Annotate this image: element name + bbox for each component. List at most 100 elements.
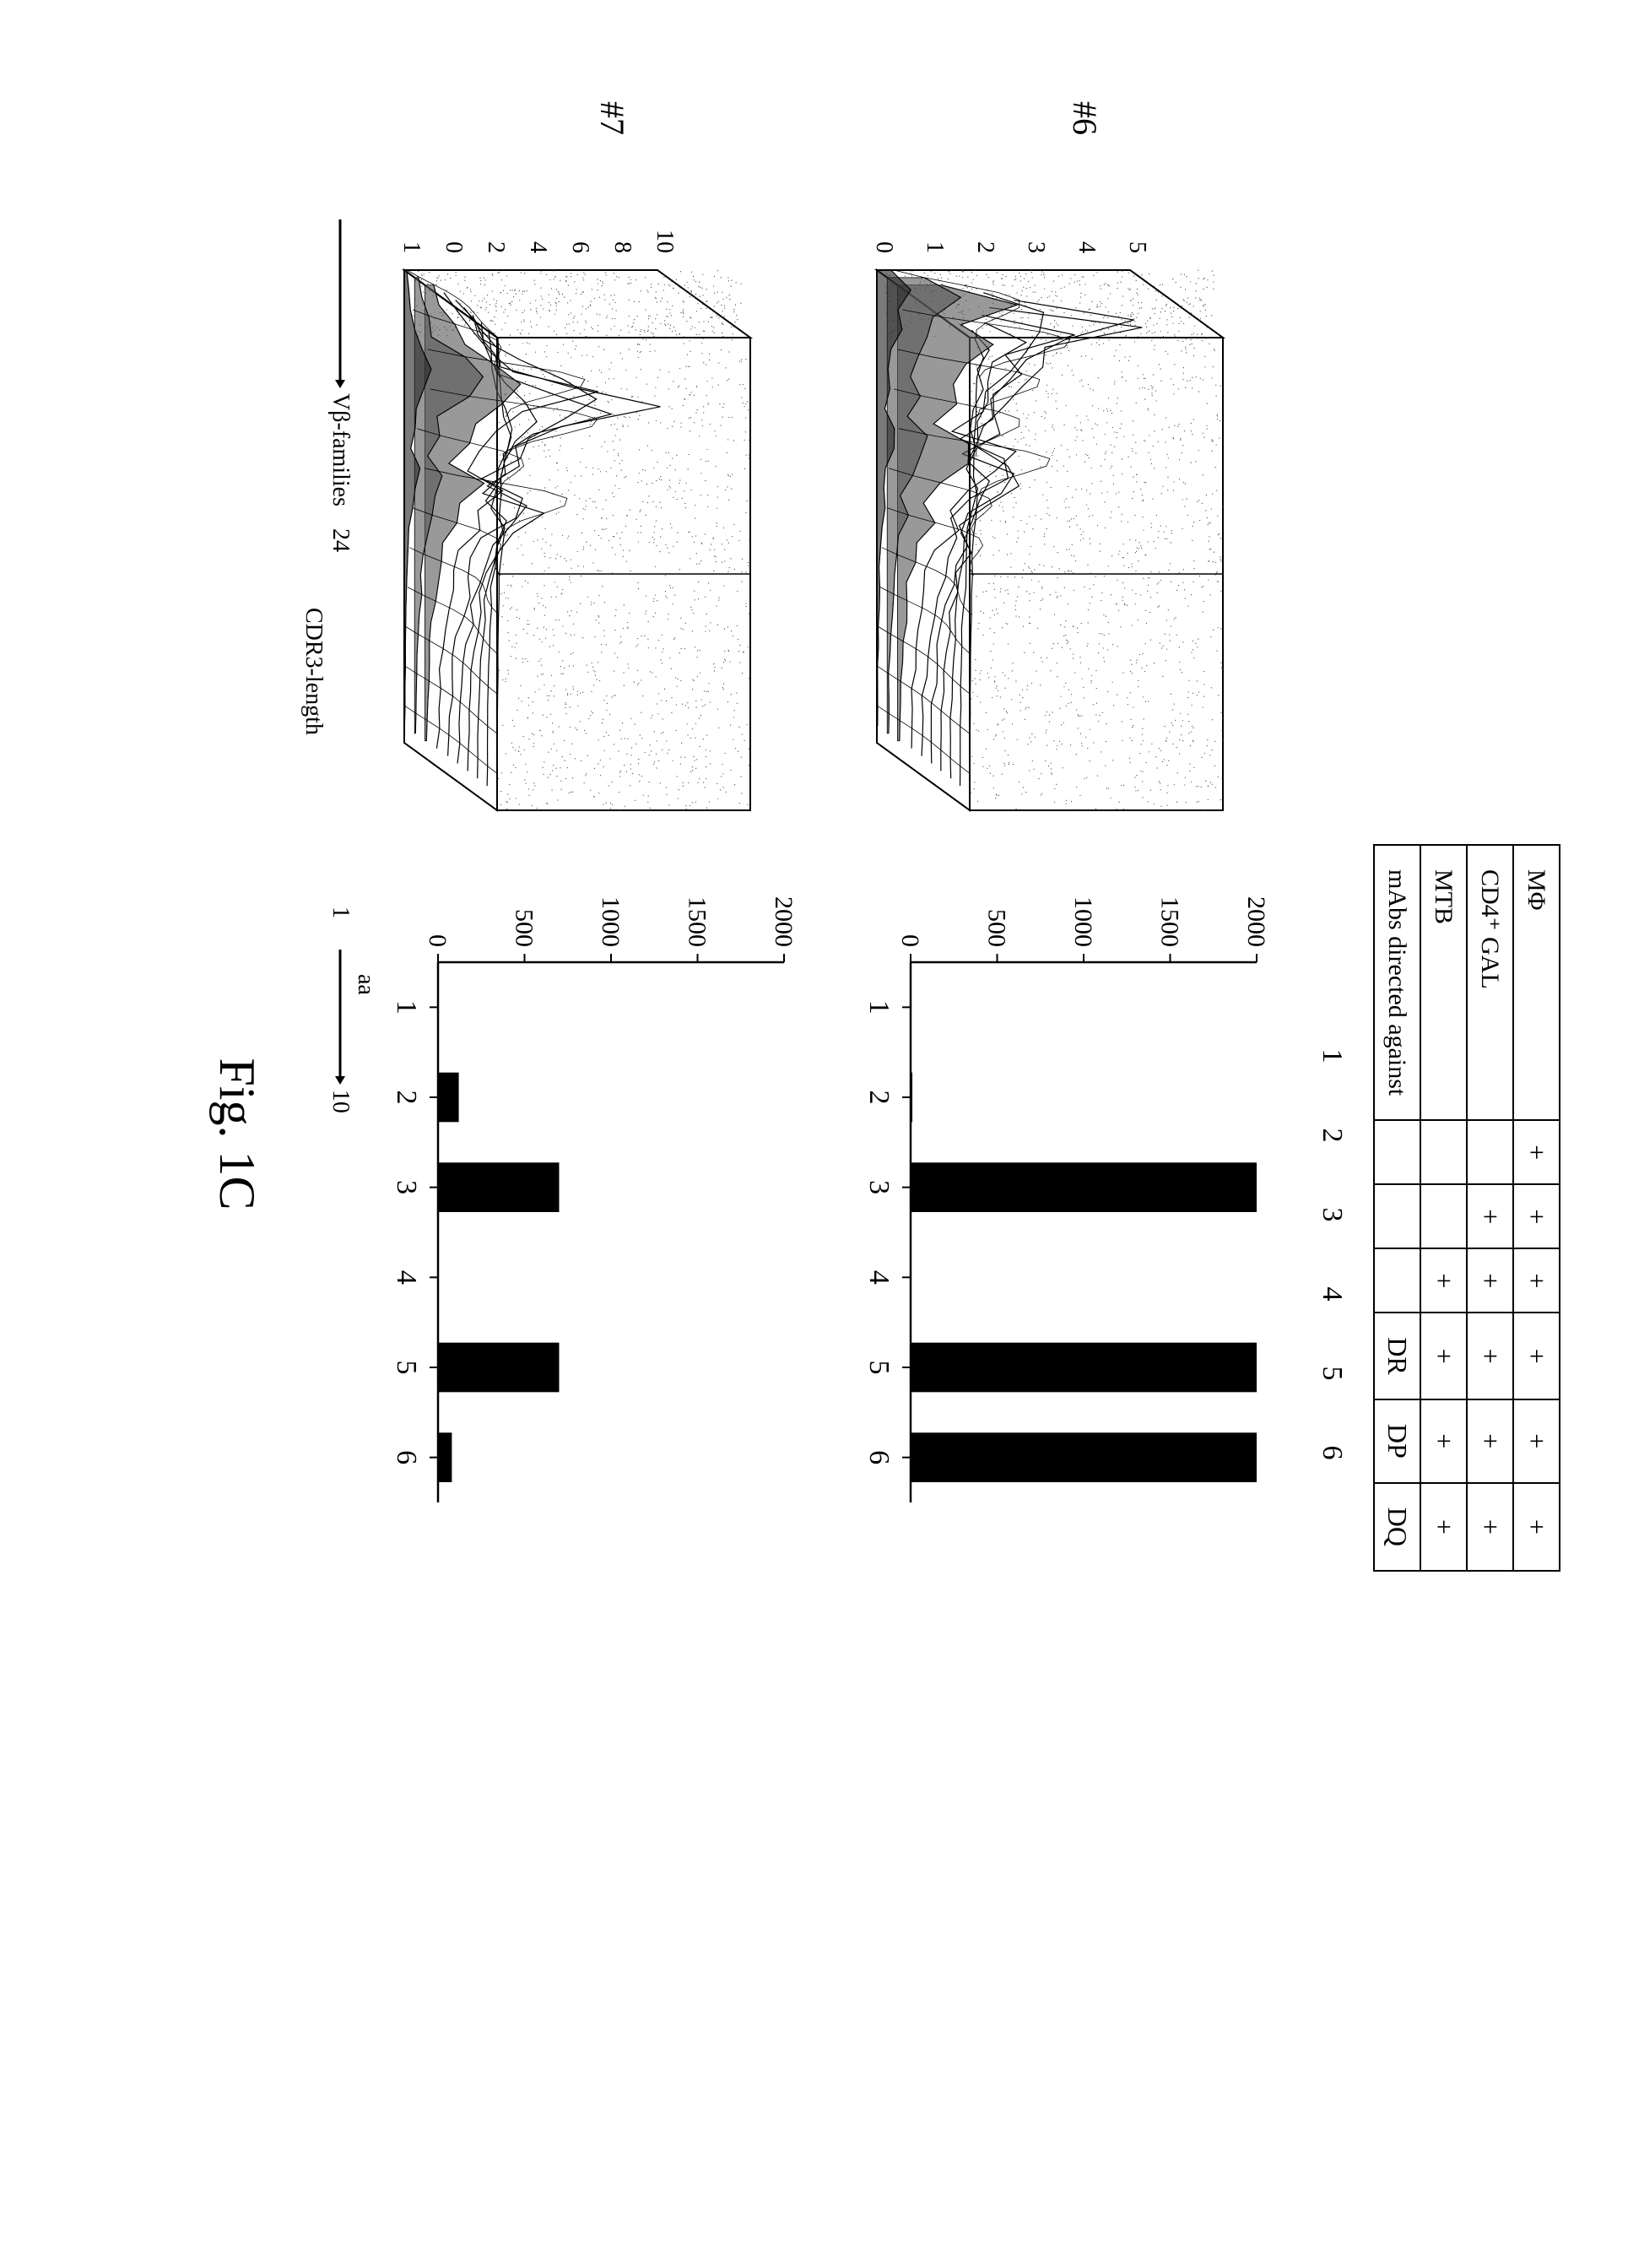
row-label-6: #6 — [1065, 68, 1274, 135]
ytick-label: 0 — [871, 241, 897, 253]
table-cell: + — [1513, 1184, 1560, 1248]
bar — [438, 1343, 560, 1393]
bar — [438, 1432, 452, 1482]
table-row: mAbs directed against DRDPDQ — [1374, 845, 1420, 1571]
table-cell: + — [1467, 1184, 1513, 1248]
ytick-label: 1 — [398, 241, 425, 253]
cdr3-axis-label: CDR3-length — [300, 608, 327, 2200]
ytick-label: 2 — [483, 241, 509, 253]
table-row: CD4⁺ GAL+++++ — [1467, 845, 1513, 1571]
table-cell: DR — [1374, 1313, 1420, 1399]
column-number: 6 — [1316, 1413, 1348, 1492]
bar-ytick: 1500 — [1156, 896, 1184, 947]
bar-ytick: 1000 — [1069, 896, 1097, 947]
table-cell: + — [1467, 1483, 1513, 1571]
bar-xtick: 6 — [863, 1450, 895, 1464]
table-cell: + — [1513, 1399, 1560, 1483]
bar-xtick: 5 — [391, 1361, 422, 1375]
column-number: 5 — [1316, 1334, 1348, 1413]
bar-ytick: 2000 — [1242, 896, 1270, 947]
row-header: CD4⁺ GAL — [1467, 845, 1513, 1120]
ytick-label: 4 — [525, 241, 551, 253]
table-cell — [1467, 1120, 1513, 1184]
column-number: 1 — [1316, 1016, 1348, 1096]
bar-xtick: 2 — [391, 1091, 422, 1105]
bar-xtick: 4 — [863, 1270, 895, 1285]
figure-page: MΦ++++++CD4⁺ GAL+++++MTB++++mAbs directe… — [0, 0, 1628, 2268]
row-6: #6 5 4 3 2 1 0 2000 1500 1000 500 0 1 2 3 4 5 6 — [835, 68, 1274, 2200]
bar — [911, 1343, 1257, 1393]
bar — [438, 1073, 459, 1123]
bar-ytick: 0 — [424, 934, 452, 947]
bar — [911, 1162, 1257, 1212]
row-header: mAbs directed against — [1374, 845, 1420, 1120]
figure-label: Fig. 1C — [208, 68, 266, 2200]
table-row: MTB++++ — [1420, 845, 1467, 1571]
cdr3-start: 1 — [327, 907, 354, 918]
vbeta-end: 24 — [327, 528, 354, 552]
table-row: MΦ++++++ — [1513, 845, 1560, 1571]
table-cell: + — [1420, 1313, 1467, 1399]
ytick-label: 4 — [1074, 241, 1100, 253]
table-cell — [1420, 1184, 1467, 1248]
row-label-7: #7 — [592, 68, 801, 135]
bar-xtick: 3 — [391, 1180, 422, 1194]
table-cell — [1420, 1120, 1467, 1184]
bar-chart-7: 2000 1500 1000 500 0 1 2 3 4 5 6 — [379, 861, 801, 1519]
bar-xtick: 2 — [863, 1091, 895, 1105]
condition-table: MΦ++++++CD4⁺ GAL+++++MTB++++mAbs directe… — [1373, 844, 1560, 1572]
spectratype-3d-plot-6: 5 4 3 2 1 0 — [835, 169, 1274, 827]
bar-xtick: 3 — [863, 1180, 895, 1194]
ytick-label: 8 — [609, 241, 636, 253]
bar — [911, 1432, 1257, 1482]
bar-xtick: 1 — [863, 1000, 895, 1015]
bar-xtick: 4 — [391, 1270, 422, 1285]
bar — [911, 1073, 912, 1123]
ytick-label: 5 — [1124, 241, 1150, 253]
table-cell: + — [1513, 1483, 1560, 1571]
table-cell: + — [1467, 1313, 1513, 1399]
table-cell — [1374, 1184, 1420, 1248]
ytick-label: 1 — [922, 241, 948, 253]
bar — [438, 1162, 560, 1212]
table-cell: + — [1513, 1120, 1560, 1184]
bar-ytick: 2000 — [770, 896, 798, 947]
table-cell: + — [1467, 1399, 1513, 1483]
bar-xtick: 6 — [391, 1450, 422, 1464]
row-header: MΦ — [1513, 845, 1560, 1120]
table-cell: DP — [1374, 1399, 1420, 1483]
ytick-label: 10 — [652, 230, 678, 253]
ytick-label: 0 — [441, 241, 467, 253]
ytick-label: 2 — [972, 241, 998, 253]
table-cell: + — [1420, 1248, 1467, 1313]
table-cell: + — [1467, 1248, 1513, 1313]
rotated-content: MΦ++++++CD4⁺ GAL+++++MTB++++mAbs directe… — [68, 68, 1560, 2200]
table-cell — [1374, 1248, 1420, 1313]
vbeta-text: Vβ-families — [327, 393, 354, 506]
row-header: MTB — [1420, 845, 1467, 1120]
column-number: 3 — [1316, 1175, 1348, 1254]
column-number: 2 — [1316, 1096, 1348, 1175]
bar-ytick: 500 — [983, 909, 1011, 947]
bar-ytick: 1000 — [597, 896, 625, 947]
table-cell: + — [1420, 1399, 1467, 1483]
table-cell: + — [1513, 1248, 1560, 1313]
bar-chart-6: 2000 1500 1000 500 0 1 2 3 4 5 6 — [852, 861, 1274, 1519]
bar-xtick: 1 — [391, 1000, 422, 1015]
bar-ytick: 500 — [511, 909, 538, 947]
cdr3-end: 10 — [327, 1090, 354, 1113]
aa-text: aa — [352, 974, 379, 995]
row-7: #7 10 8 6 4 2 0 1 2000 1500 1000 500 0 1 2 3 4 5 6 — [362, 68, 801, 2200]
bar-ytick: 1500 — [684, 896, 711, 947]
vbeta-axis-label: Vβ-families 24 1 aa 10 — [327, 219, 354, 2200]
table-cell: + — [1513, 1313, 1560, 1399]
table-cell: DQ — [1374, 1483, 1420, 1571]
bar-ytick: 0 — [896, 934, 924, 947]
ytick-label: 3 — [1023, 241, 1049, 253]
table-column-numbers: 123456 — [1316, 844, 1348, 2200]
column-number: 4 — [1316, 1254, 1348, 1334]
bar-xtick: 5 — [863, 1361, 895, 1375]
ytick-label: 6 — [567, 241, 593, 253]
table-cell — [1374, 1120, 1420, 1184]
spectratype-3d-plot-7: 10 8 6 4 2 0 1 — [362, 169, 801, 827]
